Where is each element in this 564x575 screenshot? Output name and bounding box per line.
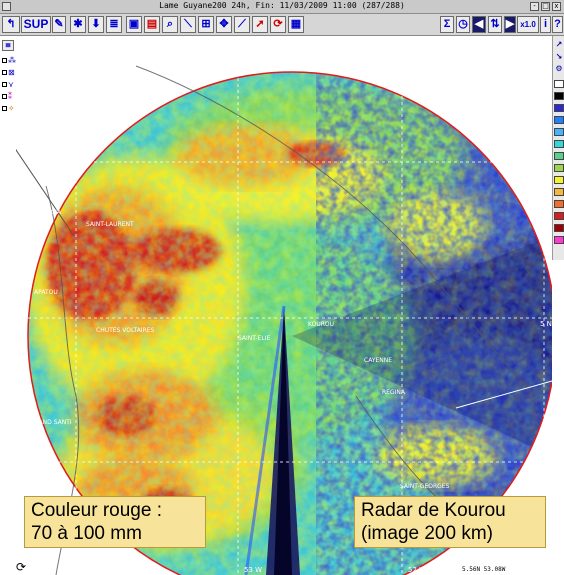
pencil-icon[interactable]: ✎ [52, 16, 66, 33]
toolbar: ↰ SUP ✎ ✱ ⬇ ≣ ▣ ▤ ⌕ ⟍ ⊞ ✥ ⟋ ➚ ⟳ ▦ Σ ◷ ◀ … [0, 14, 564, 36]
map-icon: ⊠ [8, 68, 15, 77]
zoom-level-button[interactable]: x1.0 [517, 16, 539, 33]
layers-icon[interactable]: ≣ [106, 16, 122, 33]
radar-map[interactable]: MALENCIA SAINT-LAURENT APATOU CHUTES VOL… [16, 36, 552, 575]
towns-icon: ✧ [8, 104, 15, 113]
town-label: GRAND SANTI [30, 419, 72, 426]
town-label: KOUROU [308, 321, 334, 328]
sup-button[interactable]: SUP [21, 16, 51, 33]
help-button[interactable]: ? [552, 16, 563, 33]
coast-icon: ⋎ [8, 80, 14, 89]
info-button[interactable]: i [540, 16, 551, 33]
settings-icon[interactable]: ⚙ [555, 64, 563, 73]
legend-swatch [554, 104, 564, 112]
town-label: SAINT-ELIE [238, 335, 270, 342]
longitude-label: 51 W [532, 566, 550, 574]
animate-icon[interactable]: ⇅ [488, 16, 502, 33]
town-label: CHUTES VOLTAIRES [96, 327, 155, 334]
chart-icon[interactable]: ⊞ [198, 16, 214, 33]
image-icon[interactable]: ▦ [288, 16, 304, 33]
legend-swatch [554, 92, 564, 100]
previous-frame-icon[interactable]: ◀ [472, 16, 486, 33]
line-icon[interactable]: ⟋ [234, 16, 250, 33]
collapse-icon[interactable]: ↘ [555, 52, 563, 61]
arrow-tool-icon[interactable]: ➚ [252, 16, 268, 33]
lat-lon-grid [16, 36, 552, 575]
layer-toggle[interactable]: ⁂ [2, 56, 16, 66]
annotation-line: 70 à 100 mm [31, 523, 142, 544]
magnifier-icon[interactable]: ⌕ [162, 16, 178, 33]
pan-icon[interactable]: ✥ [216, 16, 232, 33]
annotation-line: Radar de Kourou [361, 500, 506, 521]
radar-echoes [28, 72, 552, 575]
next-frame-icon[interactable]: ▶ [504, 16, 516, 33]
town-label: SAINT-LAURENT [86, 221, 134, 228]
legend-swatch [554, 212, 564, 220]
layer-toggle[interactable]: ✧ [2, 104, 15, 114]
legend-swatch [554, 164, 564, 172]
latitude-label: 4 N [540, 464, 552, 472]
legend-swatch [554, 116, 564, 124]
grid-icon: ⁂ [8, 56, 16, 65]
legend-swatch [554, 176, 564, 184]
maximize-button[interactable]: □ [541, 2, 550, 11]
palette-bar: ↗ ↘ ⚙ [552, 36, 564, 260]
title-bar: Lame Guyane200 24h, Fin: 11/03/2009 11:0… [0, 0, 564, 14]
longitude-label: 52 W [408, 566, 426, 574]
print-icon[interactable]: ▤ [144, 16, 160, 33]
annotation-line: Couleur rouge : [31, 500, 162, 521]
town-label: REGINA [382, 389, 406, 396]
rain-color-annotation: Couleur rouge : 70 à 100 mm [24, 496, 206, 548]
refresh-icon[interactable]: ⟳ [16, 560, 27, 574]
latitude-label: 5 N [540, 320, 552, 328]
town-label: SAINT-GEORGES [400, 483, 450, 490]
legend-swatch [554, 236, 564, 244]
legend-swatch [554, 200, 564, 208]
expand-icon[interactable]: ↗ [555, 40, 563, 49]
legend-swatch [554, 140, 564, 148]
window-menu-button[interactable] [2, 2, 11, 11]
radar-image: MALENCIA SAINT-LAURENT APATOU CHUTES VOL… [16, 36, 552, 575]
rivers-icon: ⁑ [8, 92, 12, 101]
back-arrow-icon[interactable]: ↰ [2, 16, 20, 33]
grid-labels: 54 W 53 W 52 W 51 W 6 N 5 N 4 N [86, 164, 552, 574]
legend-swatch [554, 80, 564, 88]
range-ring [27, 71, 552, 575]
pointer-icon[interactable]: ⬇ [88, 16, 104, 33]
annotation-line: (image 200 km) [361, 523, 493, 544]
town-label: MALENCIA [30, 209, 62, 216]
layer-toggle[interactable]: ⋎ [2, 80, 14, 90]
latitude-label: 6 N [540, 164, 552, 172]
town-label: APATOU [34, 289, 58, 296]
legend-swatch [554, 224, 564, 232]
close-button[interactable]: x [552, 2, 561, 11]
layer-toggle[interactable]: ⁑ [2, 92, 14, 102]
pointer-line [16, 149, 75, 237]
legend-swatch [554, 152, 564, 160]
longitude-label: 53 W [244, 566, 262, 574]
sigma-button[interactable]: Σ [440, 16, 454, 33]
town-labels: MALENCIA SAINT-LAURENT APATOU CHUTES VOL… [30, 209, 450, 490]
measure-icon[interactable]: ⟍ [180, 16, 196, 33]
legend-swatch [554, 128, 564, 136]
gear-icon[interactable]: ✱ [70, 16, 86, 33]
radar-annotation: Radar de Kourou (image 200 km) [354, 496, 546, 548]
layer-menu-icon[interactable]: ≣ [2, 40, 14, 51]
save-icon[interactable]: ▣ [126, 16, 142, 33]
window-title: Lame Guyane200 24h, Fin: 11/03/2009 11:0… [159, 1, 405, 10]
loop-icon[interactable]: ⟳ [270, 16, 286, 33]
town-label: CAYENNE [364, 357, 392, 364]
layer-toggle[interactable]: ⊠ [2, 68, 15, 78]
town-label: PAPAICHTON [30, 477, 68, 484]
legend-swatch [554, 188, 564, 196]
clock-icon[interactable]: ◷ [456, 16, 470, 33]
longitude-label: 54 W [86, 566, 104, 574]
cursor-coordinates: 5.56N 53.08W [462, 566, 506, 573]
pointer-line [455, 380, 552, 409]
layer-bar: ≣ ⁂ ⊠ ⋎ ⁑ ✧ [0, 36, 16, 575]
minimize-button[interactable]: - [530, 2, 539, 11]
